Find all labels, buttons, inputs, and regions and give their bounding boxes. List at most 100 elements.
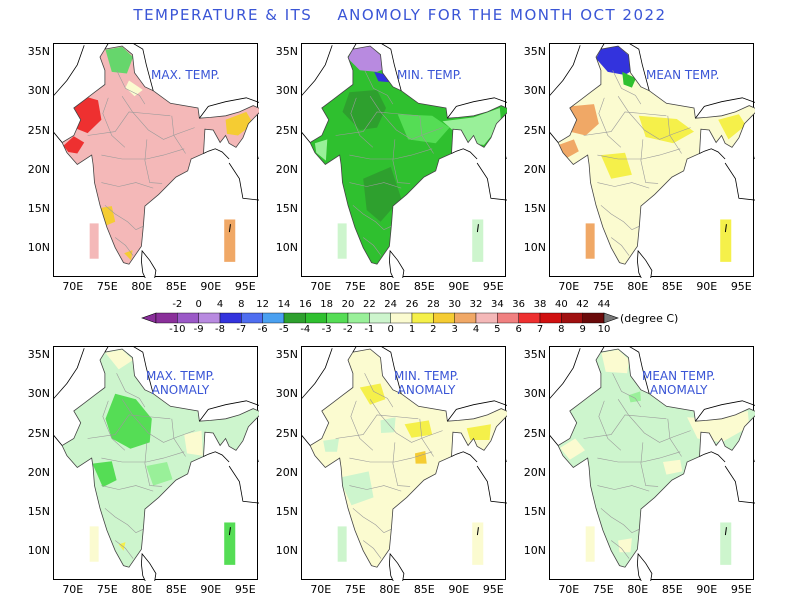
y-tick-label: 30N xyxy=(275,84,298,98)
x-tick-label: 95E xyxy=(482,280,504,293)
shaded-region xyxy=(628,391,641,403)
x-tick-label: 95E xyxy=(234,280,256,293)
andaman-box xyxy=(224,219,236,262)
shaded-region xyxy=(622,71,636,88)
y-tick-label: 35N xyxy=(523,45,546,59)
legend-swatch xyxy=(390,312,413,324)
x-tick-label: 75E xyxy=(592,583,614,596)
sri-lanka-outline xyxy=(388,552,405,581)
andaman-islands xyxy=(476,527,479,536)
x-tick-label: 70E xyxy=(62,583,84,596)
state-boundary xyxy=(617,399,691,443)
x-tick-label: 75E xyxy=(592,280,614,293)
andaman-box xyxy=(720,522,732,565)
state-boundary xyxy=(101,182,154,189)
andaman-box xyxy=(472,219,484,262)
x-tick-label: 95E xyxy=(730,280,752,293)
andaman-box xyxy=(472,522,484,565)
legend-bottom-label: -1 xyxy=(364,324,375,335)
legend-bottom-label: 4 xyxy=(472,324,480,335)
x-tick-label: 95E xyxy=(482,583,504,596)
y-tick-label: 15N xyxy=(275,505,298,519)
state-boundary xyxy=(87,111,171,136)
figure-title: TEMPERATURE & ITS ANOMOLY FOR THE MONTH … xyxy=(133,6,667,24)
shaded-region xyxy=(184,430,203,456)
x-tick-label: 90E xyxy=(448,280,470,293)
x-tick-label: 90E xyxy=(696,280,718,293)
legend-bottom-label: 10 xyxy=(597,324,611,335)
country-border xyxy=(104,347,154,394)
legend-top-label: 32 xyxy=(469,299,483,310)
color-legend: -2 0 4 8 12 14 16 18 20 22 24 26 28 30 32 34 36 38 40 42 44-… xyxy=(140,298,660,338)
india-landmass xyxy=(558,349,755,568)
lakshadweep-box xyxy=(337,223,347,259)
state-boundary xyxy=(101,485,154,492)
country-border xyxy=(352,347,402,394)
country-border xyxy=(550,348,581,446)
shaded-region xyxy=(374,71,390,83)
mean-temp-map-panel: MEAN TEMP. xyxy=(549,43,755,278)
state-boundary xyxy=(600,205,641,231)
state-boundary xyxy=(600,508,641,534)
sri-lanka-outline xyxy=(140,249,157,278)
state-boundary xyxy=(364,373,394,408)
country-border xyxy=(699,451,726,463)
legend-top-label: 42 xyxy=(576,299,590,310)
legend-top-label: 34 xyxy=(490,299,504,310)
andaman-islands xyxy=(228,224,231,233)
country-border xyxy=(451,451,478,463)
shaded-region xyxy=(618,538,632,553)
y-tick-label: 20N xyxy=(523,162,546,176)
shaded-region xyxy=(560,438,585,460)
mean-temp-anomaly-map-panel: MEAN TEMP. ANOMALY xyxy=(549,346,755,581)
lakshadweep-box xyxy=(337,526,347,562)
y-tick-label: 20N xyxy=(275,465,298,479)
state-boundary xyxy=(583,414,667,439)
legend-bottom-label: -2 xyxy=(343,324,353,335)
andaman-islands xyxy=(228,527,231,536)
y-tick-label: 15N xyxy=(523,202,546,216)
state-boundary xyxy=(335,414,419,439)
x-tick-label: 70E xyxy=(62,280,84,293)
shaded-region xyxy=(125,80,143,97)
country-border xyxy=(724,465,755,504)
shaded-region xyxy=(73,96,102,134)
andaman-islands xyxy=(724,527,727,536)
x-tick-label: 85E xyxy=(413,280,435,293)
y-tick-label: 25N xyxy=(523,426,546,440)
x-tick-label: 80E xyxy=(627,583,649,596)
legend-bottom-label: 2 xyxy=(430,324,437,335)
shaded-region xyxy=(105,393,152,449)
legend-swatch xyxy=(241,312,263,324)
state-boundary xyxy=(102,97,126,148)
sri-lanka-outline xyxy=(636,552,653,581)
legend-swatch xyxy=(283,312,306,324)
y-tick-label: 25N xyxy=(27,123,50,137)
mean-temp-map xyxy=(550,44,755,278)
state-boundary xyxy=(349,485,402,492)
y-tick-label: 25N xyxy=(523,123,546,137)
x-tick-label: 80E xyxy=(627,280,649,293)
legend-bottom-label: 5 xyxy=(494,324,501,335)
legend-top-label: 16 xyxy=(298,299,312,310)
legend-bottom-label: 6 xyxy=(515,324,522,335)
legend-swatch xyxy=(369,312,391,324)
india-outline xyxy=(309,45,507,265)
y-tick-label: 20N xyxy=(27,465,50,479)
legend-swatch xyxy=(454,312,477,324)
legend-top-label: 30 xyxy=(448,299,462,310)
mean-temp-anomaly-map xyxy=(550,347,755,581)
state-boundary xyxy=(349,182,402,189)
legend-bottom-label: -6 xyxy=(257,324,268,335)
legend-arrow-right xyxy=(603,312,619,324)
legend-swatch xyxy=(561,312,583,324)
shaded-region xyxy=(397,114,450,144)
country-border xyxy=(699,148,726,160)
legend-swatch xyxy=(155,312,178,324)
sri-lanka-outline xyxy=(636,249,653,278)
shaded-region xyxy=(596,46,639,75)
shaded-region xyxy=(105,46,134,74)
legend-swatch xyxy=(497,312,519,324)
y-tick-label: 35N xyxy=(523,348,546,362)
state-boundary xyxy=(115,540,134,559)
